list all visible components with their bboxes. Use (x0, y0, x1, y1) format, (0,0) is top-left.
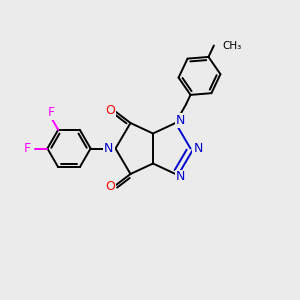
Text: O: O (105, 103, 115, 117)
Text: N: N (176, 170, 186, 184)
Text: O: O (105, 180, 115, 194)
Text: N: N (193, 142, 203, 155)
Text: F: F (48, 106, 55, 119)
Text: F: F (24, 142, 31, 155)
Text: N: N (104, 142, 114, 155)
Text: CH₃: CH₃ (222, 40, 242, 50)
Text: N: N (176, 114, 186, 127)
